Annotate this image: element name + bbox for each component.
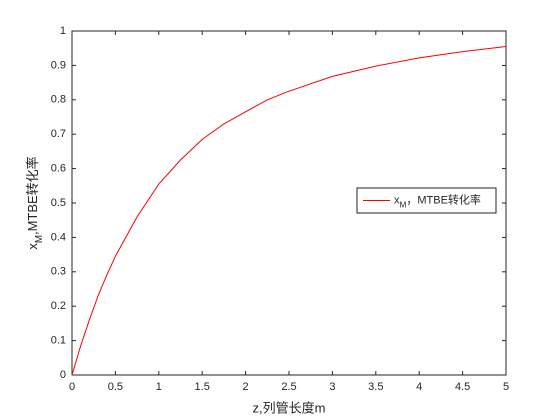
x-tick-label: 3.5 (368, 381, 383, 393)
x-tick-label: 4.5 (455, 381, 470, 393)
y-axis-label: xM,MTBE转化率 (25, 156, 45, 249)
x-tick-label: 3 (329, 381, 335, 393)
y-tick-label: 0.5 (51, 197, 66, 209)
x-axis-label: z,列管长度m (253, 400, 326, 415)
y-tick-label: 0.7 (51, 128, 66, 140)
y-tick-label: 0.3 (51, 266, 66, 278)
y-tick-label: 0.1 (51, 335, 66, 347)
x-tick-label: 2.5 (281, 381, 296, 393)
y-tick-label: 0.9 (51, 59, 66, 71)
x-tick-label: 0 (69, 381, 75, 393)
x-tick-label: 2 (243, 381, 249, 393)
y-tick-label: 0.6 (51, 163, 66, 175)
y-tick-label: 0.2 (51, 300, 66, 312)
x-tick-label: 4 (416, 381, 422, 393)
data-line (71, 45, 507, 376)
x-tick-label: 0.5 (108, 381, 123, 393)
y-tick-label: 0.8 (51, 94, 66, 106)
x-tick-label: 5 (503, 381, 509, 393)
y-tick-label: 0 (60, 369, 66, 381)
y-tick-label: 1 (60, 25, 66, 37)
y-tick-label: 0.4 (51, 231, 66, 243)
legend-label: xM，MTBE转化率 (394, 192, 481, 209)
x-tick-label: 1.5 (195, 381, 210, 393)
x-tick-label: 1 (156, 381, 162, 393)
